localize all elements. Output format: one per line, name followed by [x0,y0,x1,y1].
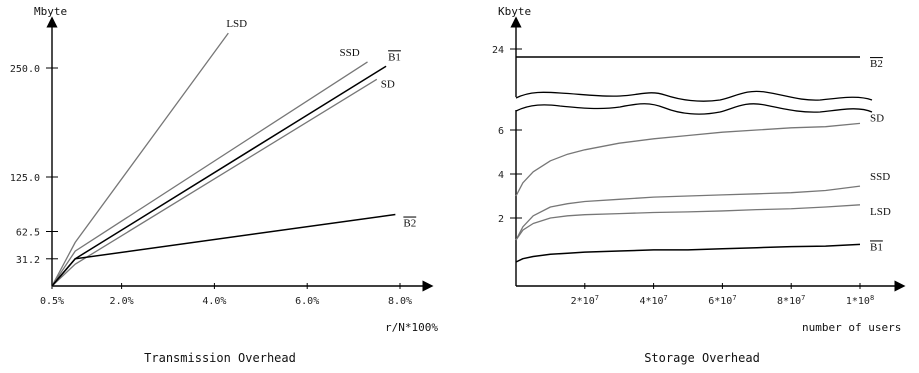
left-y-ticks: 31.2 62.5 125.0 250.0 [10,64,58,266]
right-series-label-lsd: LSD [870,206,891,218]
right-series-line-sd [515,122,861,197]
right-x-ticks: 2*107 4*107 6*107 8*107 1*108 [571,283,874,307]
right-x-tick-label: 1*108 [846,294,874,307]
left-x-axis-label: r/N*100% [385,321,438,334]
left-series-line-b2 [51,213,396,287]
right-chart-title: Storage Overhead [644,351,760,365]
right-y-tick-label: 4 [498,170,504,181]
left-x-ticks: 0.5% 2.0% 4.0% 6.0% 8.0% [40,283,412,307]
left-series-label-b2: B2 [403,217,416,229]
left-series-line-sd [51,78,378,287]
left-series-line-lsd [51,32,229,287]
left-x-tick-label: 2.0% [110,296,134,307]
left-series-label-b1: B1 [388,51,401,63]
right-series: B2 SD SSD LSD B1 [515,56,891,263]
right-series-label-ssd: SSD [870,171,890,183]
chart-storage: Kbyte number of users Storage Overhead 2… [492,5,906,365]
right-series-line-ssd [515,185,861,241]
left-y-tick-label: 62.5 [16,228,40,239]
axis-break-bottom [515,103,873,115]
left-chart-title: Transmission Overhead [144,351,296,365]
left-x-tick-label: 6.0% [295,296,319,307]
left-series-label-ssd: SSD [340,47,360,59]
left-y-axis-label: Mbyte [34,5,67,18]
right-y-axis-label: Kbyte [498,5,531,18]
right-y-tick-label: 2 [498,214,504,225]
right-x-tick-label: 4*107 [639,294,667,307]
right-x-tick-label: 8*107 [777,294,805,307]
right-y-tick-label: 24 [492,45,504,56]
left-x-tick-label: 4.0% [202,296,226,307]
chart-transmission: Mbyte r/N*100% Transmission Overhead 0.5… [10,5,438,365]
left-series-label-lsd: LSD [226,18,247,30]
left-y-tick-label: 250.0 [10,64,40,75]
left-series-label-sd: SD [381,78,395,90]
left-x-tick-label: 8.0% [388,296,412,307]
right-x-axis-label: number of users [802,321,901,334]
right-x-tick-label: 2*107 [571,294,599,307]
right-series-label-b2: B2 [870,58,883,70]
left-y-tick-label: 125.0 [10,173,40,184]
right-x-tick-label: 6*107 [708,294,736,307]
left-y-tick-label: 31.2 [16,255,40,266]
right-y-tick-label: 6 [498,126,504,137]
axis-break-top [515,90,873,102]
right-series-line-lsd [515,204,861,241]
right-series-line-b1 [515,243,861,263]
left-series-line-ssd [51,61,368,287]
right-series-label-sd: SD [870,112,884,124]
right-series-label-b1: B1 [870,241,883,253]
left-x-tick-label: 0.5% [40,296,64,307]
left-series: LSD SSD B1 SD B2 [51,18,416,287]
